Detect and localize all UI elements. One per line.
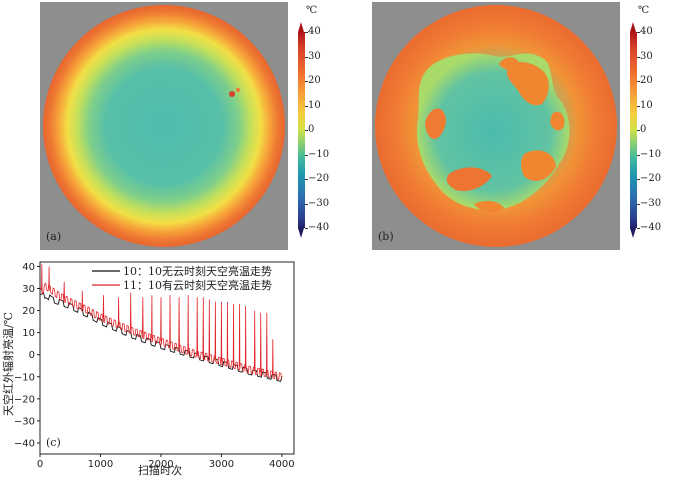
series-line-cloudy bbox=[39, 282, 283, 381]
series-spike-cloudy bbox=[117, 297, 120, 328]
series-spike-cloudy bbox=[160, 297, 162, 344]
colorbar-a-tick: −40 bbox=[305, 223, 334, 233]
y-tick-label: 40 bbox=[22, 262, 35, 273]
panel-b-label: (b) bbox=[378, 230, 394, 243]
series-spike-cloudy bbox=[187, 295, 189, 354]
y-tick-label: −30 bbox=[14, 416, 35, 427]
panel-c: 40 30 20 10 0 −10 −20 −30 −40 0 1000 2000 3000 4000 (… bbox=[0, 258, 320, 480]
x-tick-label: 1000 bbox=[88, 459, 113, 470]
series-spike-cloudy bbox=[48, 266, 50, 291]
colorbar-b-unit: ℃ bbox=[638, 5, 650, 16]
colorbar-a-tick: 40 bbox=[305, 27, 334, 37]
colorbar-b-tick: 20 bbox=[637, 76, 666, 86]
colorbar-a-tick: 0 bbox=[305, 125, 334, 135]
series-spike-cloudy bbox=[253, 310, 256, 374]
colorbar-a-tick: −10 bbox=[305, 149, 334, 160]
y-tick-label: 20 bbox=[22, 306, 35, 317]
series-spike-cloudy bbox=[81, 290, 84, 310]
colorbar-a-arrow-top bbox=[298, 22, 304, 32]
series-spike-cloudy bbox=[196, 297, 198, 357]
panel-c-label: (c) bbox=[46, 436, 61, 449]
colorbar-b-tick: 30 bbox=[637, 51, 666, 62]
series-spike-cloudy bbox=[260, 312, 262, 375]
series-spike-cloudy bbox=[220, 301, 223, 364]
x-axis-label: 扫描时次 bbox=[138, 463, 182, 477]
series-spike-cloudy bbox=[130, 292, 132, 333]
plot-frame bbox=[39, 261, 295, 455]
series-spike-cloudy bbox=[214, 301, 217, 362]
y-tick-label: −10 bbox=[14, 372, 35, 383]
colorbar-b-tick: 40 bbox=[637, 27, 666, 37]
series-spike-cloudy bbox=[266, 312, 268, 376]
series-spike-cloudy bbox=[272, 339, 274, 378]
series-spike-cloudy bbox=[63, 281, 65, 301]
colorbar-a-tick: 20 bbox=[305, 76, 334, 86]
y-axis-label: 天空红外辐射亮温/℃ bbox=[1, 312, 15, 416]
series-spike-cloudy bbox=[169, 295, 171, 348]
y-tick-label: −40 bbox=[14, 438, 35, 449]
sky-temperature-map-clear bbox=[43, 5, 285, 247]
series-layer bbox=[39, 264, 283, 382]
y-tick-label: −20 bbox=[14, 394, 35, 405]
x-tick-label: 4000 bbox=[269, 459, 294, 470]
series-spike-cloudy bbox=[202, 297, 204, 359]
y-tick-label: 10 bbox=[22, 328, 35, 339]
series-spike-cloudy bbox=[142, 297, 144, 338]
y-tick-label: 0 bbox=[29, 350, 35, 361]
colorbar-a-tick: −20 bbox=[305, 174, 334, 184]
legend: 10：10无云时刻天空亮温走势 11：10有云时刻天空亮温走势 bbox=[92, 264, 272, 292]
colorbar-b-arrow-top bbox=[630, 22, 636, 32]
series-spike-cloudy bbox=[102, 295, 105, 321]
x-tick-label: 0 bbox=[37, 459, 43, 470]
colorbar-b-tick: −10 bbox=[637, 149, 666, 160]
legend-label-clear: 10：10无云时刻天空亮温走势 bbox=[123, 264, 272, 278]
panel-a-label: (a) bbox=[46, 230, 62, 243]
colorbar-a-arrow-bottom bbox=[298, 228, 304, 238]
sky-temperature-map-cloudy bbox=[375, 5, 617, 247]
colorbar-b-tick: −40 bbox=[637, 223, 666, 233]
x-tick-label: 2000 bbox=[148, 459, 173, 470]
series-spike-cloudy bbox=[151, 295, 153, 341]
series-spike-cloudy bbox=[41, 264, 43, 294]
legend-label-cloudy: 11：10有云时刻天空亮温走势 bbox=[123, 278, 272, 292]
series-line-clear bbox=[39, 292, 283, 382]
colorbar-b-tick: 10 bbox=[637, 100, 666, 111]
colorbar-a-unit: ℃ bbox=[306, 5, 318, 16]
colorbar-b-tick: 0 bbox=[637, 125, 666, 135]
colorbar-a-tick: 10 bbox=[305, 100, 334, 111]
colorbar-a-tick: 30 bbox=[305, 51, 334, 62]
colorbar-b bbox=[630, 32, 637, 228]
colorbar-a-tick: −30 bbox=[305, 198, 334, 209]
series-spike-cloudy bbox=[226, 301, 229, 366]
colorbar-b-tick: −30 bbox=[637, 198, 666, 209]
series-spike-cloudy bbox=[232, 303, 235, 368]
y-tick-label: 30 bbox=[22, 284, 35, 295]
x-tick-label: 3000 bbox=[209, 459, 234, 470]
colorbar-a bbox=[298, 32, 305, 228]
colorbar-b-tick: −20 bbox=[637, 174, 666, 184]
series-spike-cloudy bbox=[238, 303, 241, 369]
series-spike-cloudy bbox=[208, 299, 211, 361]
series-spike-cloudy bbox=[178, 297, 180, 351]
colorbar-b-arrow-bottom bbox=[630, 228, 636, 238]
series-spike-cloudy bbox=[244, 306, 247, 371]
